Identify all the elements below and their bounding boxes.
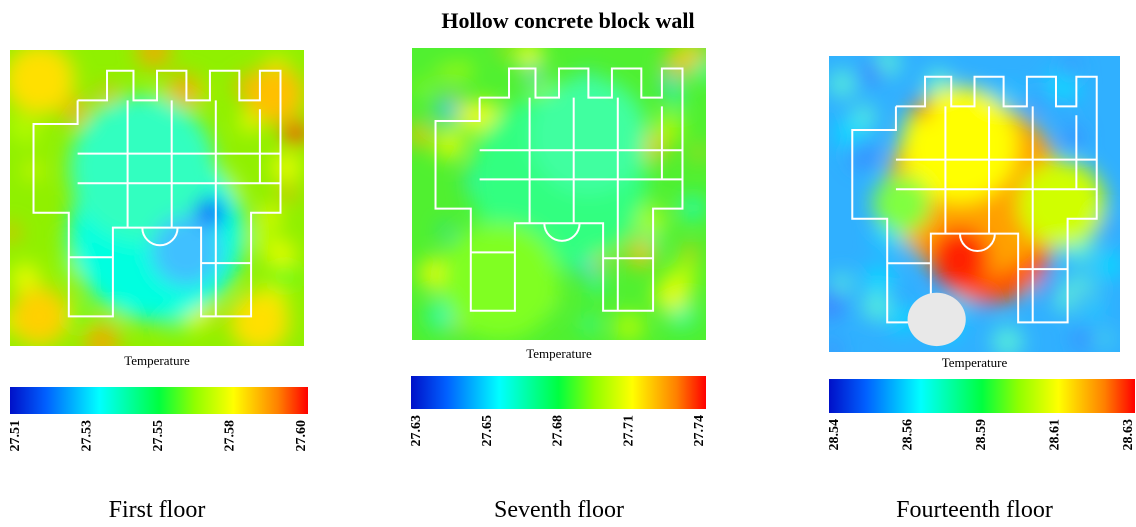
void [908,293,966,346]
blob [231,293,290,352]
legend-title: Temperature [124,353,190,368]
heatmap-fill [407,40,715,342]
blob [654,277,690,313]
blob [137,34,171,68]
colorbar-tick-label: 27.60 [294,420,309,452]
blob [1102,251,1121,270]
legend-title: Temperature [942,355,1008,370]
blob [272,153,301,182]
blob [1072,288,1089,305]
blob [850,141,877,168]
panel-caption: First floor [109,497,206,523]
blob [1073,330,1092,349]
blob [280,184,296,200]
blob [407,123,432,148]
blob [6,117,20,131]
blob [664,49,693,78]
blob [416,81,430,95]
blob [992,326,1022,356]
blob [614,311,645,342]
blob [1085,302,1102,319]
colorbar-tick-label: 27.58 [223,420,238,452]
blob [440,225,452,237]
legend-title: Temperature [526,346,592,361]
blob [280,265,302,287]
blob [626,238,656,268]
blob [1018,160,1105,247]
blob [582,316,599,333]
figure-title: Hollow concrete block wall [441,8,694,33]
colorbar [829,379,1135,413]
figure: Hollow concrete block wall Temperature 27… [0,0,1136,527]
blob [4,44,75,115]
blob [680,195,706,221]
blob [832,274,852,294]
blob [863,292,891,320]
blob [873,175,931,233]
colorbar-tick-label: 27.51 [8,420,23,452]
colorbar-tick-label: 28.59 [974,419,989,451]
blob [824,342,841,359]
panel-caption: Fourteenth floor [896,497,1053,523]
colorbar-tick-label: 27.68 [551,415,566,447]
colorbar-tick-label: 27.74 [692,415,707,447]
blob [498,43,510,55]
blob [438,67,450,79]
blob [441,223,559,341]
heatmap [1,34,307,360]
colorbar [411,376,706,409]
heatmap [813,50,1122,359]
blob [862,60,885,83]
heatmap-fill [1,34,307,360]
colorbar-tick-label: 28.63 [1121,419,1136,451]
colorbar-tick-label: 27.53 [80,420,95,452]
blob [261,205,281,225]
blob [1098,332,1111,345]
heatmap-fill [813,50,1122,359]
blob [913,101,930,118]
blob [828,70,855,97]
blob [1064,128,1083,147]
blob [63,99,89,125]
blob [1009,87,1022,100]
blob [435,96,461,122]
blob [2,224,20,242]
colorbar-tick-label: 28.56 [901,419,916,451]
blob [1061,60,1079,78]
blob [10,287,69,346]
blob [682,244,698,260]
blob [692,146,706,160]
blob [1074,251,1089,266]
blob [435,130,464,159]
blob [84,324,120,360]
colorbar-tick-label: 27.65 [480,415,495,447]
blob [693,59,715,81]
blob [514,40,543,69]
colorbar-tick-label: 27.55 [151,420,166,452]
blob [245,65,304,124]
heatmap [407,40,715,342]
colorbar-tick-label: 27.63 [409,415,424,447]
panel-caption: Seventh floor [494,497,624,523]
blob [283,121,307,145]
blob [151,216,222,287]
blob [853,105,875,127]
colorbar-tick-label: 28.61 [1048,419,1063,451]
blob [864,265,894,295]
blob [1036,276,1060,300]
colorbar-tick-label: 27.71 [621,415,636,447]
colorbar-tick-label: 28.54 [827,419,842,451]
blob [453,62,472,81]
blob [250,224,277,251]
colorbar [10,387,308,414]
